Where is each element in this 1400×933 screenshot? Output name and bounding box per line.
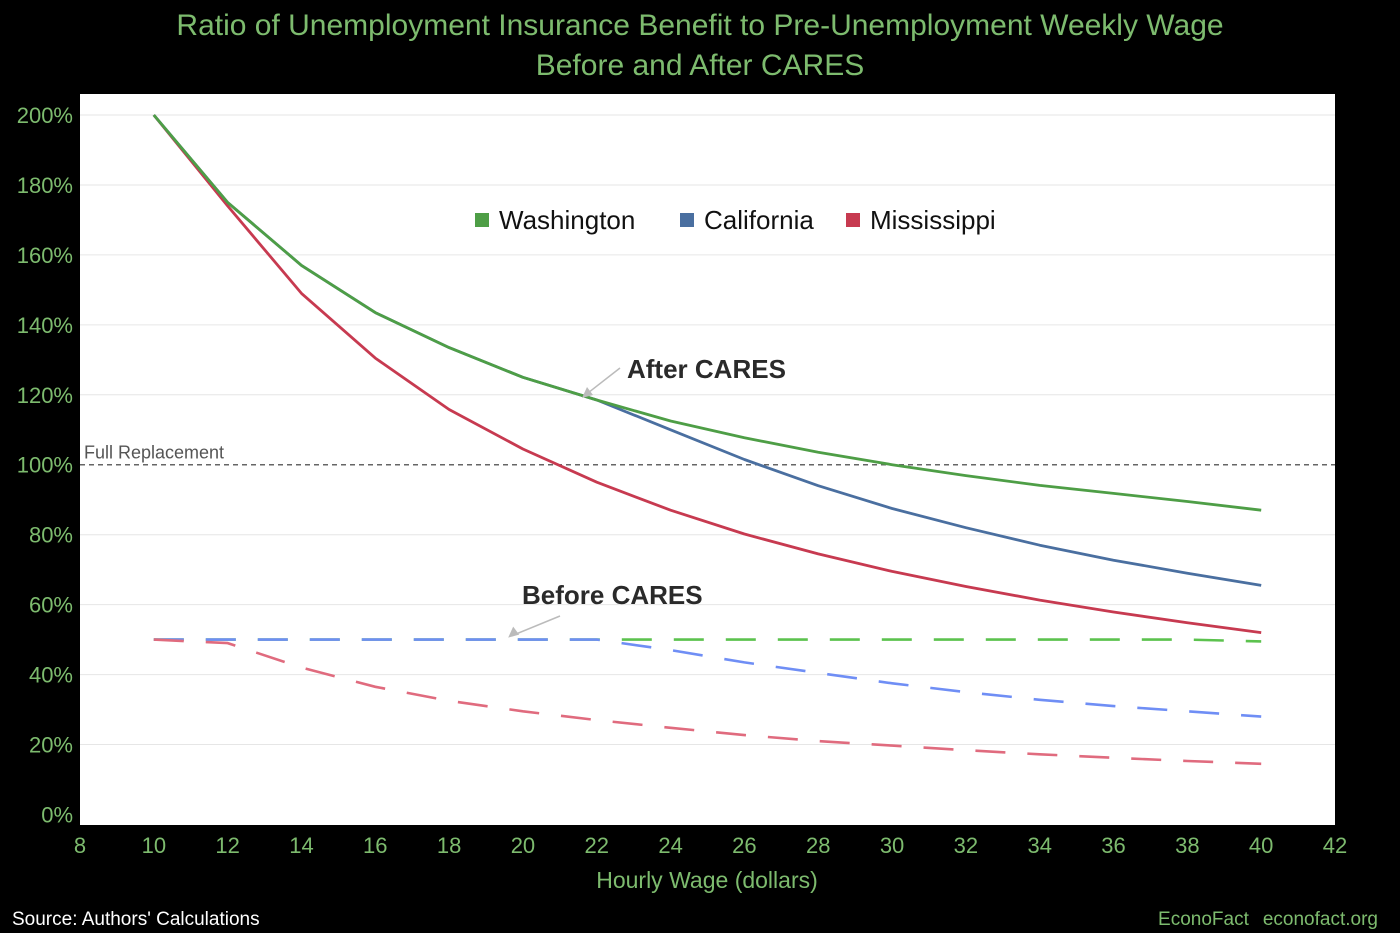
x-tick-label: 28 bbox=[806, 833, 830, 858]
annotation-arrowhead-before bbox=[508, 626, 520, 638]
x-tick-label: 22 bbox=[585, 833, 609, 858]
y-tick-label: 180% bbox=[17, 173, 73, 198]
y-tick-label: 120% bbox=[17, 383, 73, 408]
x-tick-label: 14 bbox=[289, 833, 313, 858]
x-tick-label: 26 bbox=[732, 833, 756, 858]
legend-swatch-washington bbox=[475, 213, 489, 227]
brand-url: econofact.org bbox=[1262, 909, 1378, 930]
chart-subtitle: Before and After CARES bbox=[535, 49, 865, 82]
x-tick-label: 34 bbox=[1027, 833, 1051, 858]
x-tick-label: 8 bbox=[74, 833, 86, 858]
y-tick-label: 140% bbox=[17, 313, 73, 338]
chart-title: Ratio of Unemployment Insurance Benefit … bbox=[176, 9, 1224, 42]
y-tick-label: 80% bbox=[29, 523, 73, 548]
annotation-before-cares: Before CARES bbox=[522, 580, 703, 610]
legend-label-mississippi: Mississippi bbox=[870, 205, 996, 235]
x-tick-label: 40 bbox=[1249, 833, 1273, 858]
legend-label-washington: Washington bbox=[499, 205, 635, 235]
x-tick-label: 32 bbox=[954, 833, 978, 858]
y-tick-label: 0% bbox=[41, 803, 73, 828]
x-tick-label: 18 bbox=[437, 833, 461, 858]
source-note: Source: Authors' Calculations bbox=[12, 909, 260, 930]
credit: EconoFact econofact.org bbox=[1144, 909, 1378, 931]
full-replacement-label: Full Replacement bbox=[84, 443, 224, 463]
plot-area bbox=[80, 94, 1335, 825]
annotation-arrowhead-after bbox=[582, 387, 593, 399]
x-axis-label: Hourly Wage (dollars) bbox=[596, 867, 818, 893]
y-tick-label: 20% bbox=[29, 733, 73, 758]
annotation-arrow-before bbox=[511, 615, 561, 637]
x-tick-label: 38 bbox=[1175, 833, 1199, 858]
x-tick-label: 36 bbox=[1101, 833, 1125, 858]
x-tick-label: 12 bbox=[215, 833, 239, 858]
legend-swatch-mississippi bbox=[846, 213, 860, 227]
legend-label-california: California bbox=[704, 205, 814, 235]
x-tick-label: 10 bbox=[142, 833, 166, 858]
series-line-before-california bbox=[153, 638, 1262, 718]
x-tick-label: 42 bbox=[1323, 833, 1347, 858]
x-tick-label: 30 bbox=[880, 833, 904, 858]
y-tick-label: 160% bbox=[17, 243, 73, 268]
y-tick-label: 40% bbox=[29, 663, 73, 688]
y-tick-label: 200% bbox=[17, 103, 73, 128]
brand-name: EconoFact bbox=[1158, 909, 1249, 930]
series-line-after-mississippi bbox=[152, 114, 1262, 634]
x-tick-label: 20 bbox=[511, 833, 535, 858]
x-tick-label: 24 bbox=[658, 833, 682, 858]
y-tick-label: 60% bbox=[29, 593, 73, 618]
x-tick-label: 16 bbox=[363, 833, 387, 858]
y-tick-label: 100% bbox=[17, 453, 73, 478]
series-line-after-washington bbox=[152, 114, 1262, 512]
legend-swatch-california bbox=[680, 213, 694, 227]
annotation-after-cares: After CARES bbox=[627, 354, 786, 384]
